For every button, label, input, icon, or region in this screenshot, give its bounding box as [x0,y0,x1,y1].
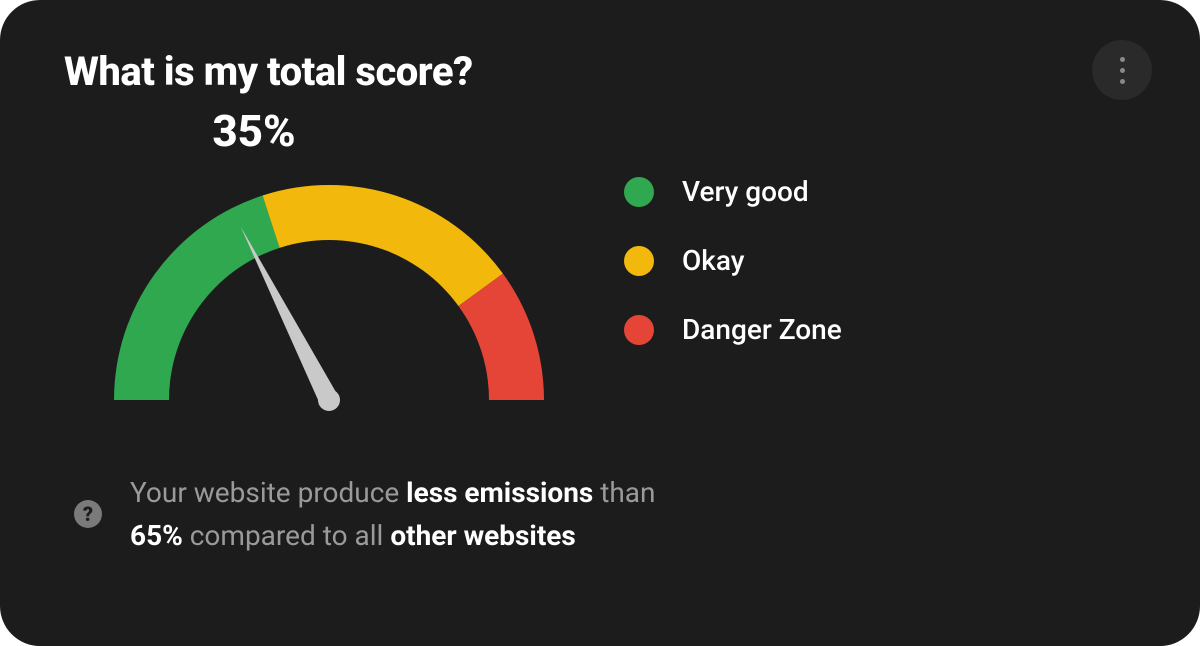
summary-text: Your website produce less emissions than… [130,471,656,558]
summary-row: ? Your website produce less emissions th… [74,471,1136,558]
help-icon[interactable]: ? [74,500,102,528]
legend-swatch [624,315,654,345]
gauge-legend: Very good Okay Danger Zone [624,175,842,346]
legend-label: Okay [682,244,745,277]
summary-bold: 65% [130,519,183,552]
score-card: What is my total score? 35% Very good Ok… [0,0,1200,646]
summary-part: compared [183,519,323,552]
gauge-value-label: 35% [124,105,384,157]
legend-item-okay: Okay [624,244,842,277]
gauge-chart [64,165,594,425]
legend-label: Very good [682,175,809,208]
legend-swatch [624,177,654,207]
card-menu-button[interactable] [1092,40,1152,100]
summary-part: than [593,476,655,509]
summary-part: Your website produce [130,476,406,509]
summary-bold: less emissions [406,476,593,509]
card-body: 35% Very good Okay Danger Zone [64,105,1136,429]
card-title: What is my total score? [64,48,1136,95]
legend-item-very-good: Very good [624,175,842,208]
legend-item-danger: Danger Zone [624,313,842,346]
vertical-dots-icon [1120,57,1125,84]
legend-swatch [624,246,654,276]
legend-label: Danger Zone [682,313,842,346]
help-glyph: ? [83,502,93,526]
summary-bold: other websites [390,519,576,552]
summary-part: to all [323,519,391,552]
gauge-column: 35% [64,105,584,429]
